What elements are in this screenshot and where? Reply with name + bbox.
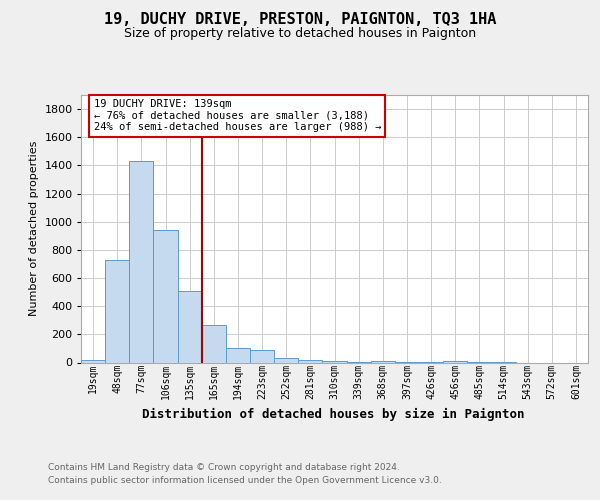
Bar: [178, 290, 202, 362]
Text: Size of property relative to detached houses in Paignton: Size of property relative to detached ho…: [124, 28, 476, 40]
Bar: [322, 361, 347, 362]
Bar: [105, 260, 129, 362]
Bar: [298, 360, 322, 362]
Bar: [226, 348, 250, 362]
Text: Contains public sector information licensed under the Open Government Licence v3: Contains public sector information licen…: [48, 476, 442, 485]
Bar: [129, 161, 154, 362]
Text: Contains HM Land Registry data © Crown copyright and database right 2024.: Contains HM Land Registry data © Crown c…: [48, 462, 400, 471]
Y-axis label: Number of detached properties: Number of detached properties: [29, 141, 39, 316]
Bar: [274, 358, 298, 362]
Bar: [81, 360, 105, 362]
Text: 19, DUCHY DRIVE, PRESTON, PAIGNTON, TQ3 1HA: 19, DUCHY DRIVE, PRESTON, PAIGNTON, TQ3 …: [104, 12, 496, 28]
Bar: [202, 325, 226, 362]
Text: Distribution of detached houses by size in Paignton: Distribution of detached houses by size …: [142, 408, 524, 420]
Bar: [154, 230, 178, 362]
Bar: [250, 350, 274, 362]
Text: 19 DUCHY DRIVE: 139sqm
← 76% of detached houses are smaller (3,188)
24% of semi-: 19 DUCHY DRIVE: 139sqm ← 76% of detached…: [94, 99, 381, 132]
